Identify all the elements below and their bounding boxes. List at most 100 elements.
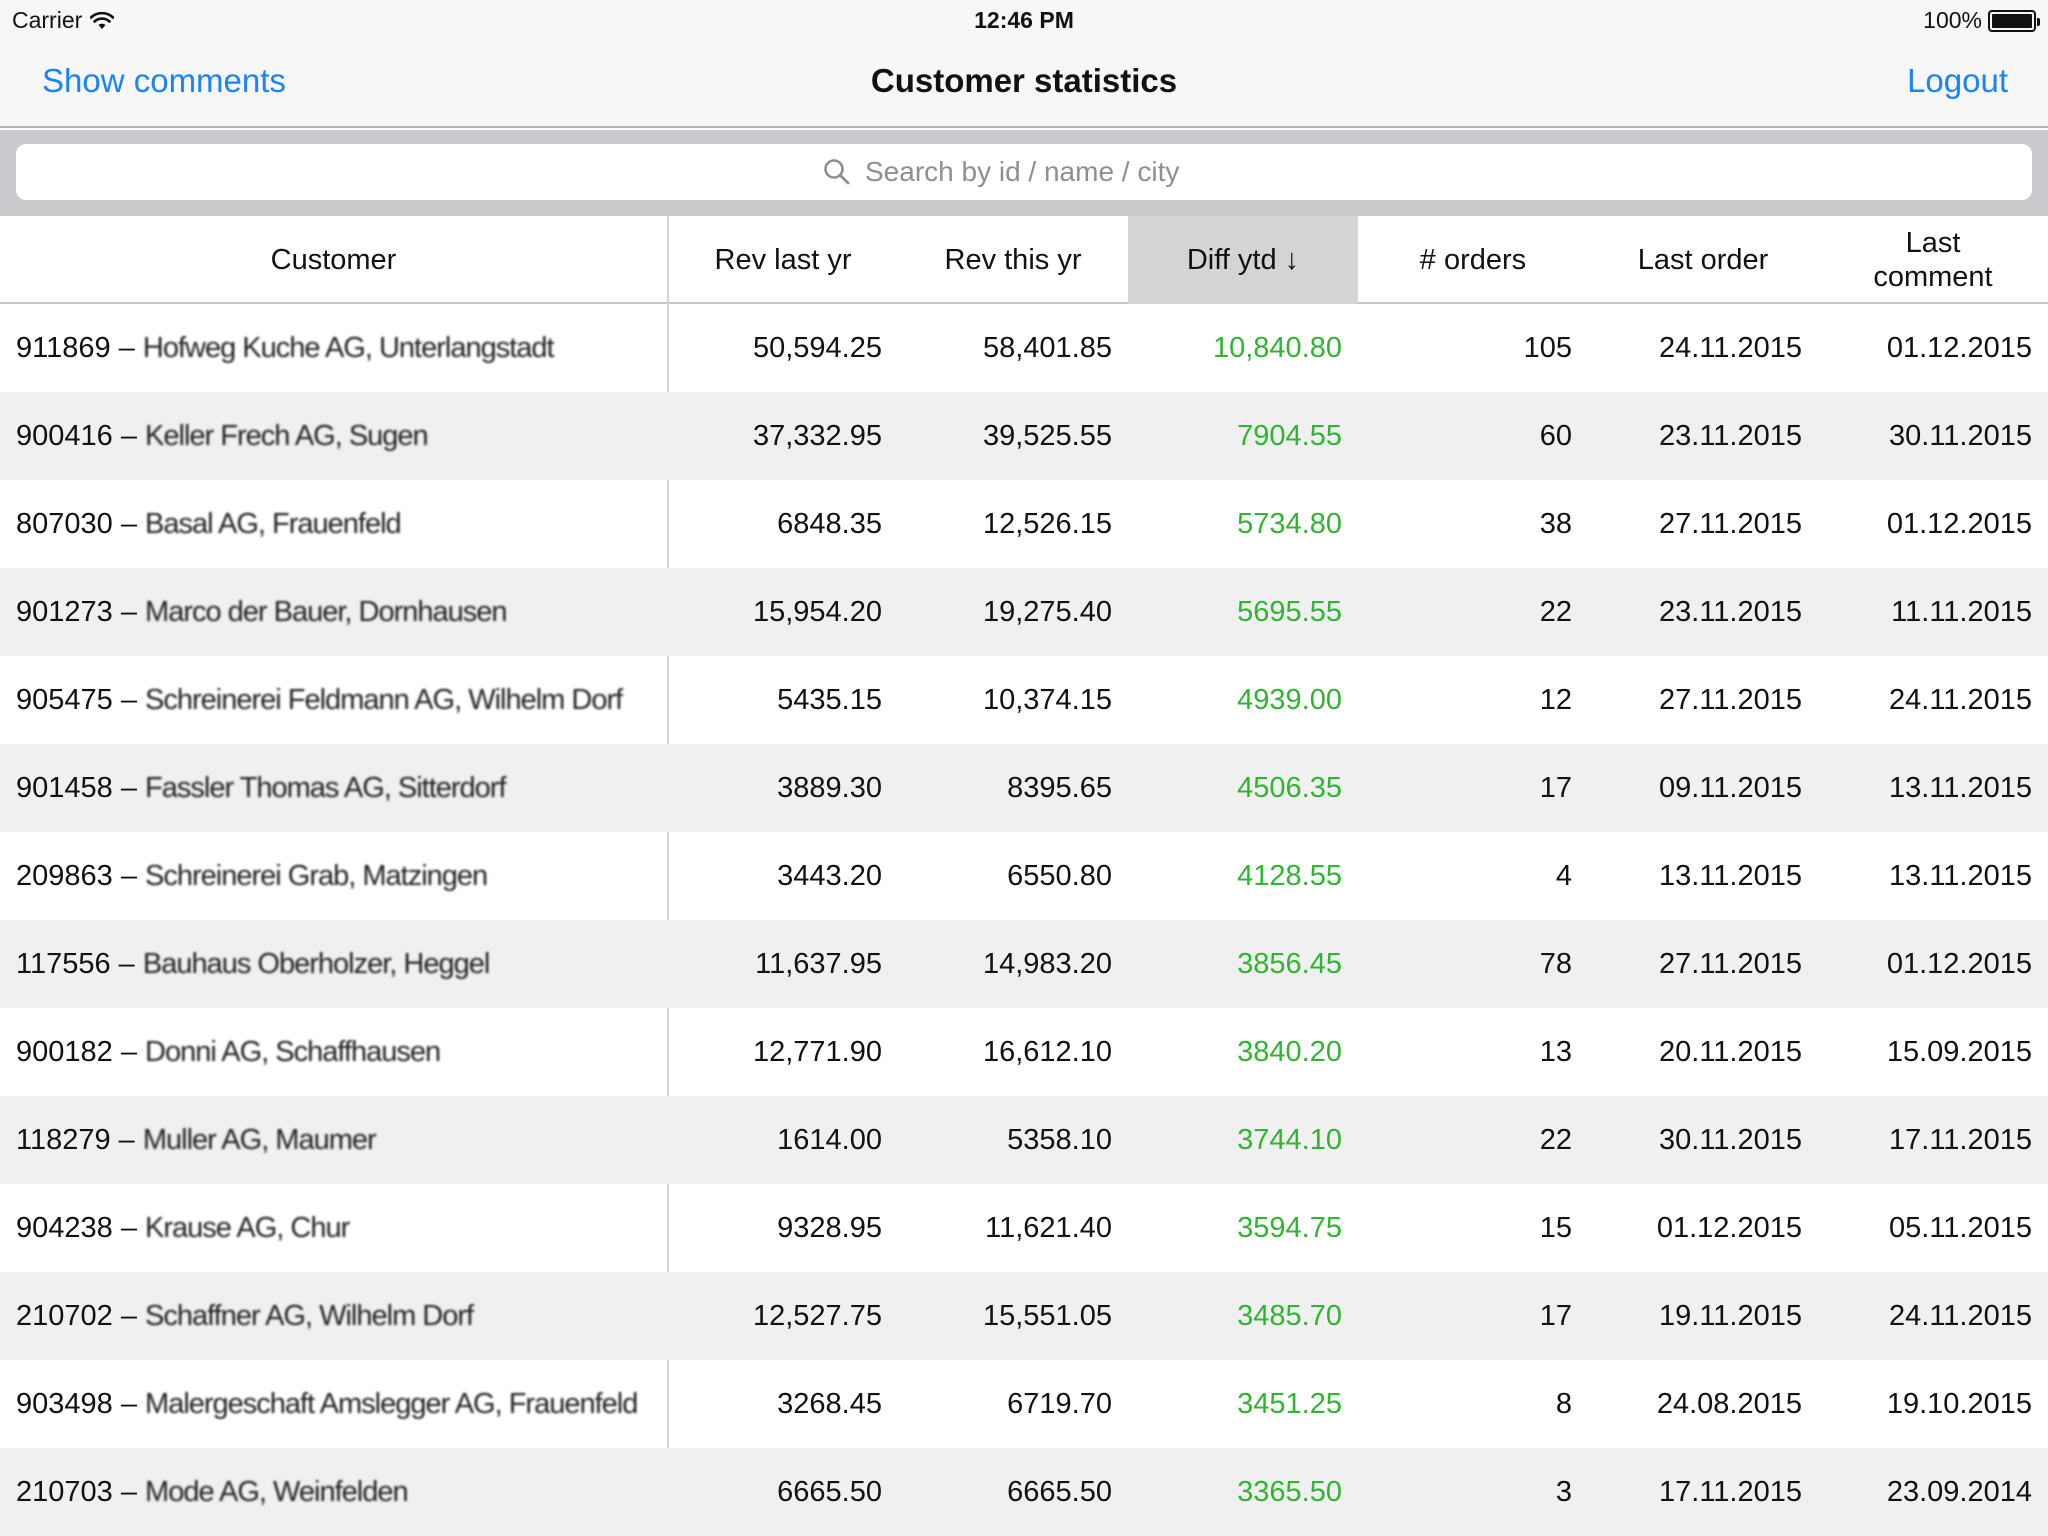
customer-cell: 901273 – Marco der Bauer, Dornhausen — [16, 596, 508, 628]
column-header-last-comment[interactable]: Last comment — [1818, 216, 2048, 304]
last-comment-cell: 01.12.2015 — [1886, 507, 2032, 540]
last-order-cell: 27.11.2015 — [1659, 683, 1802, 716]
customer-id: 900182 — [16, 1036, 113, 1068]
show-comments-button[interactable]: Show comments — [42, 62, 286, 99]
customer-name: Malergeschaft Amslegger AG, Frauenfeld — [145, 1388, 638, 1420]
orders-cell: 22 — [1539, 1123, 1572, 1156]
diff-ytd-cell: 5734.80 — [1237, 507, 1342, 540]
orders-cell: 78 — [1539, 947, 1572, 980]
navigation-bar: Show comments Customer statistics Logout — [0, 40, 2048, 128]
table-row[interactable]: 209863 – Schreinerei Grab, Matzingen 344… — [0, 832, 2048, 920]
table-row[interactable]: 901458 – Fassler Thomas AG, Sitterdorf 3… — [0, 744, 2048, 832]
rev-this-yr-cell: 8395.65 — [1007, 771, 1112, 804]
customer-name: Schreinerei Grab, Matzingen — [145, 860, 488, 892]
table-row[interactable]: 210703 – Mode AG, Weinfelden 6665.50 666… — [0, 1448, 2048, 1536]
last-comment-cell: 23.09.2014 — [1886, 1475, 2032, 1508]
customer-name: Bauhaus Oberholzer, Heggel — [142, 948, 490, 980]
table-row[interactable]: 903498 – Malergeschaft Amslegger AG, Fra… — [0, 1360, 2048, 1448]
last-order-cell: 20.11.2015 — [1659, 1035, 1802, 1068]
last-comment-cell: 11.11.2015 — [1891, 595, 2032, 628]
rev-last-yr-cell: 37,332.95 — [752, 419, 882, 452]
last-comment-cell: 05.11.2015 — [1889, 1211, 2032, 1244]
rev-this-yr-cell: 5358.10 — [1007, 1123, 1112, 1156]
orders-cell: 17 — [1539, 1299, 1572, 1332]
battery-percent: 100% — [1923, 7, 1982, 33]
battery-info: 100% — [1923, 7, 2040, 34]
column-header-rev-last-yr[interactable]: Rev last yr — [714, 244, 852, 276]
customer-id: 210702 — [16, 1300, 113, 1332]
carrier-label: Carrier — [12, 7, 83, 33]
search-icon — [824, 159, 850, 185]
customer-name: Keller Frech AG, Sugen — [145, 420, 429, 452]
last-comment-cell: 30.11.2015 — [1889, 419, 2032, 452]
diff-ytd-cell: 3744.10 — [1237, 1123, 1342, 1156]
diff-ytd-cell: 4128.55 — [1237, 859, 1342, 892]
last-order-cell: 27.11.2015 — [1659, 947, 1802, 980]
page-title: Customer statistics — [870, 62, 1178, 99]
customer-id: 900416 — [16, 420, 113, 452]
customer-name: Mode AG, Weinfelden — [145, 1476, 409, 1508]
table-row[interactable]: 807030 – Basal AG, Frauenfeld 6848.35 12… — [0, 480, 2048, 568]
column-header-last-comment-line1: Last — [1905, 227, 1961, 259]
customer-name: Muller AG, Maumer — [142, 1124, 377, 1156]
status-time: 12:46 PM — [974, 7, 1074, 33]
last-comment-cell: 24.11.2015 — [1889, 683, 2032, 716]
last-comment-cell: 13.11.2015 — [1889, 771, 2032, 804]
table-row[interactable]: 900182 – Donni AG, Schaffhausen 12,771.9… — [0, 1008, 2048, 1096]
column-header-last-order[interactable]: Last order — [1637, 244, 1769, 276]
rev-last-yr-cell: 50,594.25 — [752, 331, 882, 364]
rev-this-yr-cell: 14,983.20 — [982, 947, 1112, 980]
rev-last-yr-cell: 1614.00 — [777, 1123, 882, 1156]
orders-cell: 60 — [1539, 419, 1572, 452]
table-row[interactable]: 117556 – Bauhaus Oberholzer, Heggel 11,6… — [0, 920, 2048, 1008]
customer-name: Donni AG, Schaffhausen — [145, 1036, 441, 1068]
logout-button[interactable]: Logout — [1907, 62, 2008, 99]
rev-last-yr-cell: 11,637.95 — [755, 947, 882, 980]
table-row[interactable]: 900416 – Keller Frech AG, Sugen 37,332.9… — [0, 392, 2048, 480]
rev-this-yr-cell: 12,526.15 — [982, 507, 1112, 540]
column-header-customer[interactable]: Customer — [270, 244, 397, 276]
column-header-orders[interactable]: # orders — [1419, 244, 1527, 276]
customer-id: 905475 — [16, 684, 113, 716]
column-header-rev-this-yr[interactable]: Rev this yr — [944, 244, 1082, 276]
last-order-cell: 30.11.2015 — [1659, 1123, 1802, 1156]
table-row[interactable]: 905475 – Schreinerei Feldmann AG, Wilhel… — [0, 656, 2048, 744]
customer-id: 209863 — [16, 860, 113, 892]
search-input[interactable] — [865, 156, 1225, 188]
customer-id: 911869 — [16, 332, 111, 364]
customer-name: Krause AG, Chur — [145, 1212, 350, 1244]
column-header-diff-ytd[interactable]: Diff ytd ↓ — [1128, 216, 1358, 304]
customer-id: 118279 — [16, 1124, 111, 1156]
customer-id: 901273 — [16, 596, 113, 628]
orders-cell: 105 — [1523, 331, 1572, 364]
rev-last-yr-cell: 12,771.90 — [752, 1035, 882, 1068]
last-order-cell: 24.11.2015 — [1659, 331, 1802, 364]
last-comment-cell: 17.11.2015 — [1889, 1123, 2032, 1156]
customer-cell: 209863 – Schreinerei Grab, Matzingen — [16, 860, 488, 892]
rev-this-yr-cell: 16,612.10 — [982, 1035, 1112, 1068]
table-row[interactable]: 118279 – Muller AG, Maumer 1614.00 5358.… — [0, 1096, 2048, 1184]
rev-this-yr-cell: 39,525.55 — [982, 419, 1112, 452]
customer-id: 903498 — [16, 1388, 113, 1420]
customer-cell: 118279 – Muller AG, Maumer — [16, 1124, 377, 1156]
customer-cell: 905475 – Schreinerei Feldmann AG, Wilhel… — [16, 684, 623, 716]
diff-ytd-cell: 5695.55 — [1237, 595, 1342, 628]
table-row[interactable]: 904238 – Krause AG, Chur 9328.95 11,621.… — [0, 1184, 2048, 1272]
diff-ytd-cell: 3485.70 — [1237, 1299, 1342, 1332]
orders-cell: 3 — [1555, 1475, 1572, 1508]
table-row[interactable]: 901273 – Marco der Bauer, Dornhausen 15,… — [0, 568, 2048, 656]
diff-ytd-cell: 4939.00 — [1237, 683, 1342, 716]
search-field[interactable] — [16, 144, 2032, 200]
table-row[interactable]: 210702 – Schaffner AG, Wilhelm Dorf 12,5… — [0, 1272, 2048, 1360]
rev-last-yr-cell: 6665.50 — [777, 1475, 882, 1508]
customer-id: 904238 — [16, 1212, 113, 1244]
orders-cell: 38 — [1539, 507, 1572, 540]
customer-name: Schreinerei Feldmann AG, Wilhelm Dorf — [145, 684, 623, 716]
customer-cell: 900416 – Keller Frech AG, Sugen — [16, 420, 429, 452]
diff-ytd-cell: 3365.50 — [1237, 1475, 1342, 1508]
last-comment-cell: 15.09.2015 — [1886, 1035, 2032, 1068]
rev-this-yr-cell: 58,401.85 — [982, 331, 1112, 364]
last-order-cell: 23.11.2015 — [1659, 419, 1802, 452]
last-comment-cell: 01.12.2015 — [1886, 947, 2032, 980]
table-row[interactable]: 911869 – Hofweg Kuche AG, Unterlangstadt… — [0, 304, 2048, 392]
